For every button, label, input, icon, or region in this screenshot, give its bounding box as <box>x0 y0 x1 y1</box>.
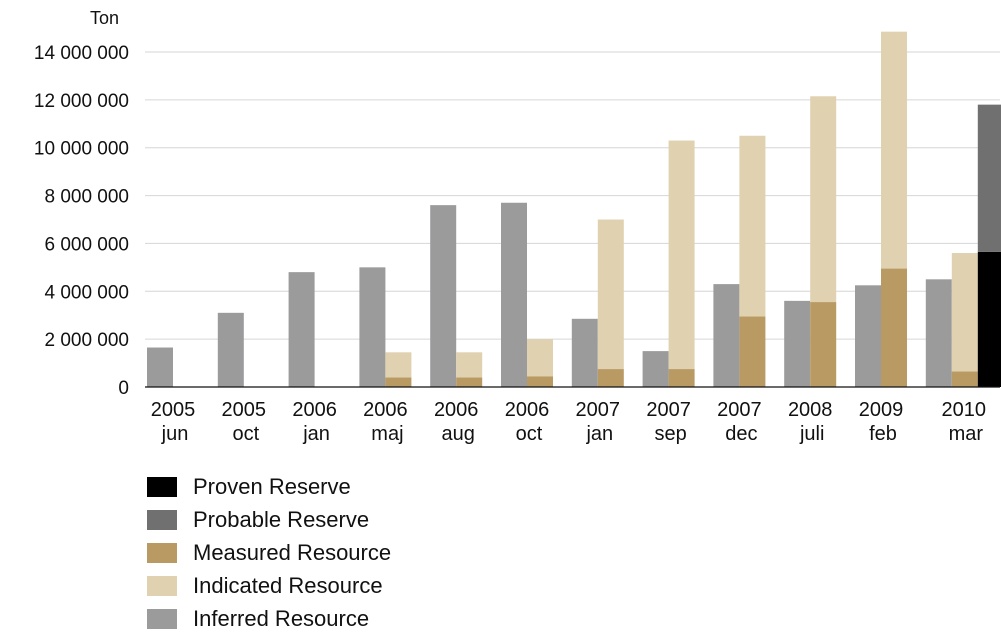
bar-measured-resource <box>597 369 624 387</box>
bar-inferred-resource <box>571 318 598 387</box>
legend-item-measured-resource: Measured Resource <box>147 536 391 569</box>
legend-label: Inferred Resource <box>193 605 370 631</box>
x-tick-month: juli <box>799 423 824 445</box>
x-tick-year: 2007 <box>576 399 621 421</box>
x-axis-ticks: 2005jun2005oct2006jan2006maj2006aug2006o… <box>151 399 986 445</box>
x-tick-year: 2006 <box>292 399 337 421</box>
x-tick-month: mar <box>949 423 984 445</box>
bar-indicated-resource <box>385 352 412 378</box>
bar-probable-reserve <box>977 104 1001 252</box>
bar-inferred-resource <box>217 312 244 387</box>
x-tick-month: sep <box>654 423 686 445</box>
bar-measured-resource <box>385 377 412 387</box>
bar-measured-resource <box>527 376 553 387</box>
x-tick-year: 2006 <box>434 399 479 421</box>
x-tick-year: 2006 <box>363 399 408 421</box>
x-tick-year: 2007 <box>646 399 691 421</box>
bar-inferred-resource <box>430 205 457 387</box>
y-tick-label: 0 <box>118 378 129 399</box>
bar-indicated-resource <box>597 219 624 370</box>
bar-indicated-resource <box>527 339 553 377</box>
y-tick-label: 8 000 000 <box>44 187 129 208</box>
bar-inferred-resource <box>501 202 527 387</box>
x-tick-month: dec <box>725 423 757 445</box>
bar-indicated-resource <box>668 140 695 370</box>
x-tick-month: feb <box>869 423 897 445</box>
x-tick-year: 2010 <box>942 399 987 421</box>
bar-indicated-resource <box>810 96 837 303</box>
bars <box>147 31 1001 387</box>
x-tick-month: oct <box>516 423 543 445</box>
bar-indicated-resource <box>881 31 907 269</box>
bar-inferred-resource <box>855 285 881 387</box>
legend-swatch <box>147 575 177 596</box>
bar-measured-resource <box>456 377 483 387</box>
x-tick-month: aug <box>442 423 475 445</box>
y-tick-label: 12 000 000 <box>34 91 129 112</box>
grid-lines <box>145 51 1000 340</box>
bar-measured-resource <box>951 371 978 387</box>
bar-inferred-resource <box>925 279 952 387</box>
legend: Proven Reserve Probable Reserve Measured R… <box>147 470 391 635</box>
x-tick-year: 2009 <box>859 399 904 421</box>
y-tick-label: 10 000 000 <box>34 139 129 160</box>
x-tick-year: 2005 <box>222 399 267 421</box>
x-tick-year: 2006 <box>505 399 550 421</box>
y-tick-label: 14 000 000 <box>34 43 129 64</box>
bar-indicated-resource <box>739 135 766 317</box>
bar-indicated-resource <box>951 253 978 372</box>
bar-inferred-resource <box>147 347 173 387</box>
x-tick-month: jan <box>585 423 613 445</box>
y-tick-label: 6 000 000 <box>44 234 129 255</box>
bar-measured-resource <box>668 369 695 387</box>
y-axis-ticks: 0 2 000 000 4 000 000 6 000 000 8 000 000 10 … <box>34 43 129 399</box>
x-tick-year: 2005 <box>151 399 196 421</box>
x-tick-year: 2007 <box>717 399 762 421</box>
x-tick-month: jun <box>161 423 189 445</box>
legend-swatch <box>147 476 177 497</box>
bar-inferred-resource <box>784 300 811 387</box>
legend-item-proven-reserve: Proven Reserve <box>147 470 391 503</box>
legend-swatch <box>147 509 177 530</box>
legend-item-probable-reserve: Probable Reserve <box>147 503 391 536</box>
x-tick-month: oct <box>232 423 259 445</box>
legend-swatch <box>147 542 177 563</box>
legend-swatch <box>147 608 177 629</box>
x-tick-month: jan <box>302 423 330 445</box>
bar-measured-resource <box>739 316 766 387</box>
bar-indicated-resource <box>456 352 483 378</box>
bar-proven-reserve <box>977 251 1001 387</box>
legend-label: Measured Resource <box>193 539 392 565</box>
legend-item-indicated-resource: Indicated Resource <box>147 569 391 602</box>
legend-label: Indicated Resource <box>193 572 383 598</box>
bar-inferred-resource <box>642 351 669 387</box>
bar-inferred-resource <box>359 267 386 387</box>
y-axis-label: Ton <box>90 8 119 28</box>
y-tick-label: 2 000 000 <box>44 330 129 351</box>
bar-inferred-resource <box>288 272 315 387</box>
bar-measured-resource <box>810 302 837 387</box>
x-tick-month: maj <box>371 423 403 445</box>
y-tick-label: 4 000 000 <box>44 282 129 303</box>
bar-inferred-resource <box>713 284 740 387</box>
bar-measured-resource <box>881 268 907 387</box>
x-tick-year: 2008 <box>788 399 833 421</box>
legend-label: Proven Reserve <box>193 473 351 499</box>
legend-item-inferred-resource: Inferred Resource <box>147 602 391 635</box>
legend-label: Probable Reserve <box>193 506 370 532</box>
